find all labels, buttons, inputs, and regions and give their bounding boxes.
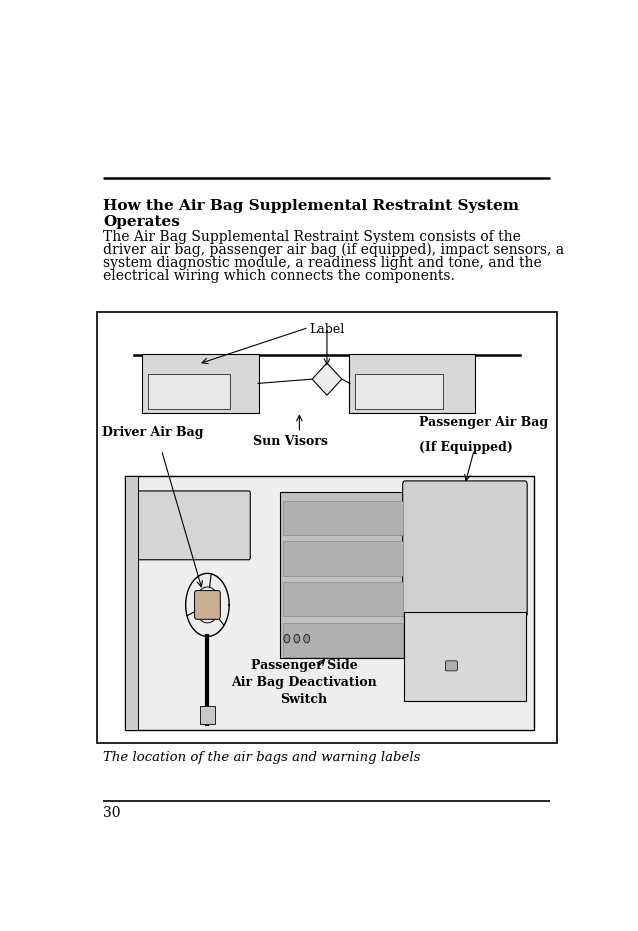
FancyBboxPatch shape xyxy=(349,354,475,412)
FancyBboxPatch shape xyxy=(124,476,138,730)
Text: (If Equipped): (If Equipped) xyxy=(419,441,513,454)
FancyBboxPatch shape xyxy=(283,542,403,575)
FancyBboxPatch shape xyxy=(195,590,220,619)
Text: Switch: Switch xyxy=(281,693,327,706)
Bar xyxy=(97,313,557,743)
Text: Label: Label xyxy=(309,323,345,336)
FancyBboxPatch shape xyxy=(283,582,403,616)
Text: driver air bag, passenger air bag (if equipped), impact sensors, a: driver air bag, passenger air bag (if eq… xyxy=(103,243,565,257)
Text: Sun Visors: Sun Visors xyxy=(253,435,328,448)
Text: Passenger Air Bag: Passenger Air Bag xyxy=(419,415,548,428)
FancyBboxPatch shape xyxy=(355,373,443,409)
FancyBboxPatch shape xyxy=(283,501,403,534)
Text: Driver Air Bag: Driver Air Bag xyxy=(101,426,203,439)
Text: Passenger Side: Passenger Side xyxy=(251,658,357,671)
Polygon shape xyxy=(124,476,534,730)
FancyBboxPatch shape xyxy=(200,706,215,724)
FancyBboxPatch shape xyxy=(149,373,230,409)
Text: The Air Bag Supplemental Restraint System consists of the: The Air Bag Supplemental Restraint Syste… xyxy=(103,230,521,244)
FancyBboxPatch shape xyxy=(445,661,457,671)
Circle shape xyxy=(304,634,309,643)
Text: electrical wiring which connects the components.: electrical wiring which connects the com… xyxy=(103,269,456,283)
FancyBboxPatch shape xyxy=(280,492,406,658)
Circle shape xyxy=(294,634,300,643)
Polygon shape xyxy=(312,363,342,396)
FancyBboxPatch shape xyxy=(404,612,526,701)
Text: Operates: Operates xyxy=(103,215,181,229)
FancyBboxPatch shape xyxy=(283,623,403,657)
Circle shape xyxy=(284,634,290,643)
Text: system diagnostic module, a readiness light and tone, and the: system diagnostic module, a readiness li… xyxy=(103,256,542,270)
FancyBboxPatch shape xyxy=(142,354,259,412)
Text: How the Air Bag Supplemental Restraint System: How the Air Bag Supplemental Restraint S… xyxy=(103,199,519,213)
FancyBboxPatch shape xyxy=(403,481,527,617)
Text: 30: 30 xyxy=(103,806,121,820)
FancyBboxPatch shape xyxy=(132,491,250,560)
Text: Air Bag Deactivation: Air Bag Deactivation xyxy=(231,676,377,689)
Text: The location of the air bags and warning labels: The location of the air bags and warning… xyxy=(103,751,421,764)
